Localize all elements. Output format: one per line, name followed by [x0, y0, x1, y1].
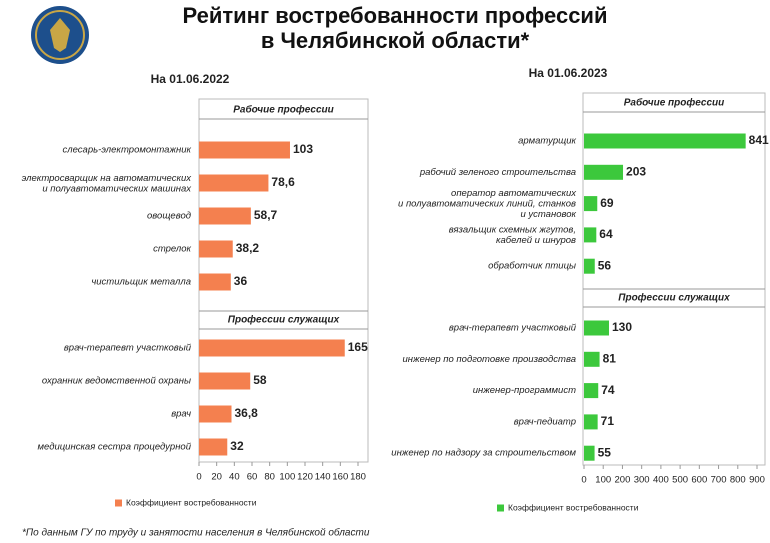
value-label: 36	[234, 274, 248, 288]
bar	[199, 273, 231, 291]
category-label: врач	[171, 409, 191, 420]
bar	[584, 164, 624, 180]
x-tick-label: 600	[691, 475, 707, 486]
value-label: 81	[603, 351, 617, 365]
category-label: врач-педиатр	[514, 416, 576, 427]
value-label: 36,8	[235, 406, 259, 420]
footnote: *По данным ГУ по труду и занятости насел…	[22, 527, 370, 539]
x-tick-label: 140	[315, 472, 331, 483]
chart-subtitle: На 01.06.2022	[151, 72, 230, 86]
group-label: Профессии служащих	[618, 292, 730, 304]
value-label: 71	[601, 414, 615, 428]
x-tick-label: 160	[332, 472, 348, 483]
value-label: 56	[598, 258, 612, 272]
page-title: Рейтинг востребованности профессий	[183, 3, 608, 28]
category-label: вязальщик схемных жгутов, кабелей и шнуро…	[449, 224, 576, 246]
bar	[584, 227, 597, 243]
bar	[199, 240, 233, 258]
page-title: в Челябинской области*	[261, 28, 530, 53]
category-label: медицинская сестра процедурной	[38, 442, 192, 453]
bar	[199, 438, 228, 456]
category-label: арматурщик	[518, 136, 576, 147]
x-tick-label: 300	[634, 475, 650, 486]
bar	[199, 339, 345, 357]
value-label: 203	[626, 164, 646, 178]
category-label: охранник ведомственной охраны	[42, 376, 191, 387]
category-label: врач-терапевт участковый	[64, 343, 192, 354]
category-label: инженер по надзору за строительством	[391, 448, 576, 459]
category-label: оператор автоматических и полуавтоматичес…	[398, 188, 577, 220]
value-label: 55	[598, 445, 612, 459]
value-label: 38,2	[236, 241, 260, 255]
bar	[584, 414, 598, 430]
chart-subtitle: На 01.06.2023	[529, 66, 608, 80]
value-label: 58	[253, 373, 267, 387]
x-tick-label: 100	[279, 472, 295, 483]
x-tick-label: 60	[247, 472, 258, 483]
value-label: 32	[230, 439, 244, 453]
value-label: 78,6	[271, 175, 295, 189]
x-tick-label: 100	[595, 475, 611, 486]
bar	[584, 258, 595, 274]
x-tick-label: 900	[749, 475, 765, 486]
x-tick-label: 0	[196, 472, 201, 483]
bar	[199, 174, 269, 192]
x-tick-label: 80	[264, 472, 275, 483]
legend-swatch	[115, 499, 122, 507]
x-tick-label: 800	[730, 475, 746, 486]
category-label: овощевод	[147, 211, 191, 222]
value-label: 74	[601, 383, 615, 397]
value-label: 64	[599, 227, 613, 241]
logo	[31, 6, 89, 64]
category-label: обработчик птицы	[488, 261, 576, 272]
group-label: Рабочие профессии	[624, 97, 725, 109]
bar	[199, 372, 251, 390]
plot-frame	[582, 92, 766, 466]
x-tick-label: 700	[711, 475, 727, 486]
x-tick-label: 0	[581, 475, 586, 486]
category-label: врач-терапевт участковый	[449, 323, 577, 334]
value-label: 69	[600, 196, 614, 210]
x-tick-label: 120	[297, 472, 313, 483]
bar	[584, 445, 595, 461]
x-tick-label: 40	[229, 472, 240, 483]
legend-label: Коэффициент востребованности	[126, 497, 257, 507]
category-label: рабочий зеленого строительства	[419, 167, 576, 178]
value-label: 165	[348, 340, 368, 354]
bar	[584, 196, 598, 212]
bar	[584, 383, 599, 399]
category-label: слесарь-электромонтажник	[63, 145, 192, 156]
bar	[199, 141, 290, 159]
category-label: чистильщик металла	[91, 277, 191, 288]
category-label: стрелок	[153, 244, 191, 255]
legend-swatch	[497, 504, 504, 512]
legend-label: Коэффициент востребованности	[508, 502, 639, 512]
bar	[584, 133, 746, 149]
value-label: 103	[293, 142, 313, 156]
x-tick-label: 200	[615, 475, 631, 486]
x-tick-label: 400	[653, 475, 669, 486]
group-label: Профессии служащих	[228, 314, 340, 326]
value-label: 841	[749, 133, 769, 147]
bar	[199, 207, 251, 225]
category-label: электросварщик на автоматических и полуав…	[22, 172, 193, 194]
category-label: инженер-программист	[473, 385, 576, 396]
group-label: Рабочие профессии	[233, 104, 334, 116]
bar	[584, 320, 609, 336]
x-tick-label: 500	[672, 475, 688, 486]
value-label: 58,7	[254, 208, 278, 222]
x-tick-label: 180	[350, 472, 366, 483]
bar	[199, 405, 232, 423]
value-label: 130	[612, 320, 632, 334]
category-label: инженер по подготовке производства	[403, 354, 576, 365]
bar	[584, 351, 600, 367]
x-tick-label: 20	[211, 472, 222, 483]
